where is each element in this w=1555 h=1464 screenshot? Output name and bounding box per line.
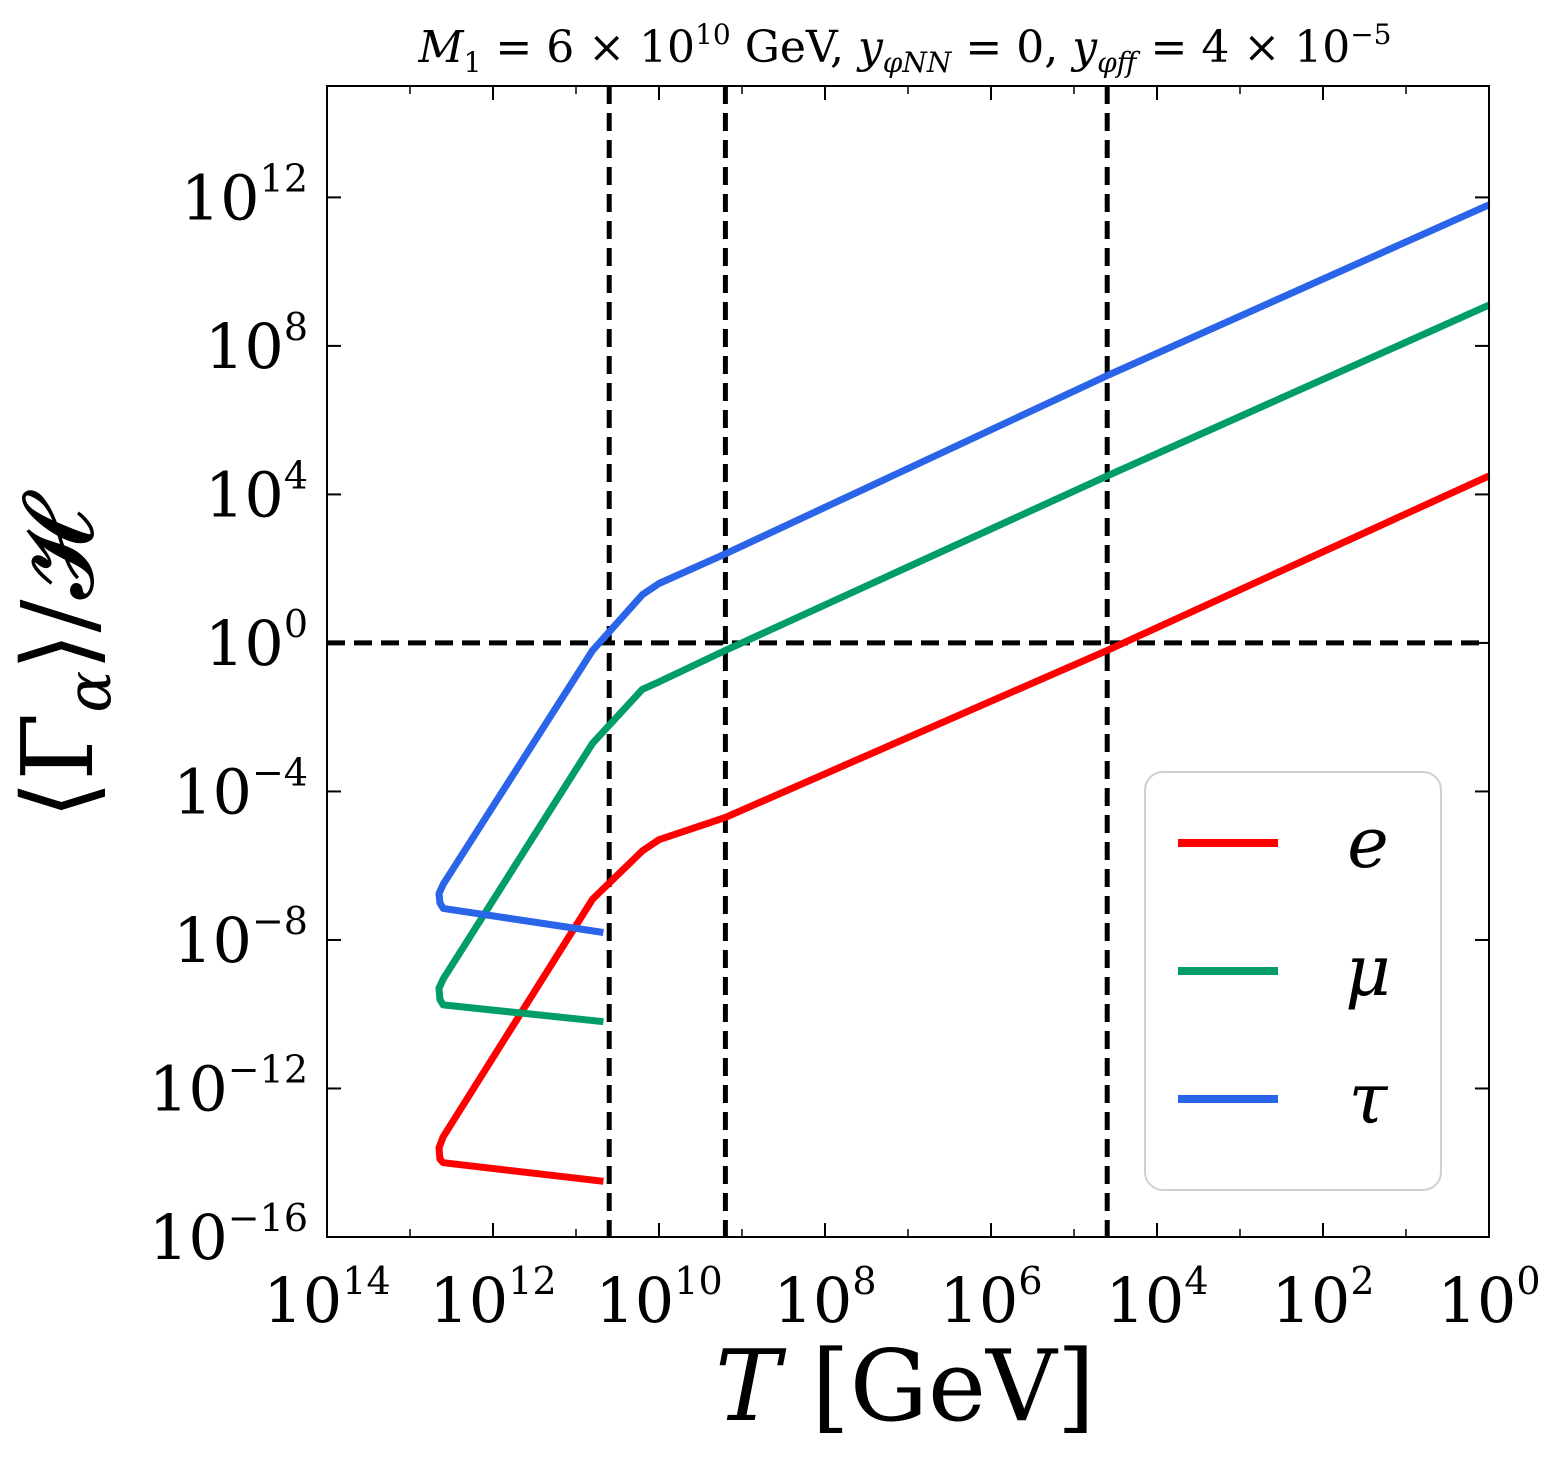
x-tick-exp-1: 12 — [508, 1259, 556, 1303]
x-tick-labels: 1014 1012 1010 108 106 104 102 100 — [263, 1259, 1540, 1337]
y-tick-exp-2: −8 — [252, 899, 308, 943]
y-tick-base-6: 10 — [205, 310, 284, 383]
x-tick-label-5: 104 — [1105, 1259, 1208, 1337]
x-tick-base-0: 10 — [263, 1264, 342, 1337]
x-tick-base-5: 10 — [1105, 1264, 1184, 1337]
y-tick-exp-0: −16 — [228, 1196, 308, 1240]
y-tick-exp-1: −12 — [228, 1047, 308, 1091]
legend-label-1: μ — [1345, 930, 1391, 1012]
y-tick-base-7: 10 — [181, 161, 260, 234]
y-tick-exp-4: 0 — [284, 602, 308, 646]
series-layer — [435, 201, 1491, 1185]
y-tick-label-1: 10−12 — [149, 1047, 308, 1125]
legend-label-0: e — [1347, 802, 1388, 884]
y-tick-exp-6: 8 — [284, 305, 308, 349]
x-tick-exp-4: 6 — [1018, 1259, 1042, 1303]
legend-box — [1144, 771, 1442, 1191]
series-line-1 — [435, 301, 1491, 1026]
x-tick-label-1: 1012 — [429, 1259, 556, 1337]
series-line-0 — [435, 472, 1491, 1185]
x-tick-base-4: 10 — [939, 1264, 1018, 1337]
x-tick-base-2: 10 — [595, 1264, 674, 1337]
y-tick-base-2: 10 — [173, 904, 252, 977]
reference-lines — [327, 86, 1489, 1237]
series-line-2 — [435, 201, 1491, 936]
legend: eμτ — [1144, 771, 1442, 1191]
y-tick-base-0: 10 — [149, 1201, 228, 1274]
y-tick-label-6: 108 — [205, 305, 308, 383]
x-tick-label-4: 106 — [939, 1259, 1042, 1337]
chart-title: M1 = 6 × 1010 GeV, yφNN = 0, yφff = 4 × … — [418, 18, 1392, 79]
x-tick-base-7: 10 — [1437, 1264, 1516, 1337]
x-tick-label-7: 100 — [1437, 1259, 1540, 1337]
x-tick-exp-6: 2 — [1350, 1259, 1374, 1303]
x-tick-exp-5: 4 — [1184, 1259, 1208, 1303]
x-tick-exp-2: 10 — [674, 1259, 722, 1303]
x-tick-base-6: 10 — [1271, 1264, 1350, 1337]
x-tick-label-2: 1010 — [595, 1259, 722, 1337]
y-tick-label-7: 1012 — [181, 156, 308, 234]
x-axis-label: T [GeV] — [715, 1330, 1095, 1444]
legend-label-2: τ — [1349, 1058, 1389, 1140]
x-tick-exp-0: 14 — [342, 1259, 390, 1303]
y-tick-label-2: 10−8 — [173, 899, 308, 977]
y-tick-exp-3: −4 — [252, 750, 308, 794]
y-tick-label-4: 100 — [205, 602, 308, 680]
y-tick-exp-7: 12 — [260, 156, 308, 200]
y-axis-label: ⟨Γα⟩/𝓗 — [2, 490, 125, 819]
x-tick-label-0: 1014 — [263, 1259, 390, 1337]
y-tick-base-4: 10 — [205, 607, 284, 680]
y-tick-label-0: 10−16 — [149, 1196, 308, 1274]
x-tick-base-1: 10 — [429, 1264, 508, 1337]
x-tick-label-6: 102 — [1271, 1259, 1374, 1337]
x-tick-exp-3: 8 — [852, 1259, 876, 1303]
y-tick-label-5: 104 — [205, 453, 308, 531]
y-tick-base-1: 10 — [149, 1052, 228, 1125]
x-tick-exp-7: 0 — [1516, 1259, 1540, 1303]
ticks — [326, 86, 1490, 1238]
y-tick-exp-5: 4 — [284, 453, 308, 497]
y-tick-label-3: 10−4 — [173, 750, 308, 828]
x-tick-base-3: 10 — [773, 1264, 852, 1337]
x-tick-label-3: 108 — [773, 1259, 876, 1337]
y-tick-base-5: 10 — [205, 458, 284, 531]
y-tick-base-3: 10 — [173, 755, 252, 828]
